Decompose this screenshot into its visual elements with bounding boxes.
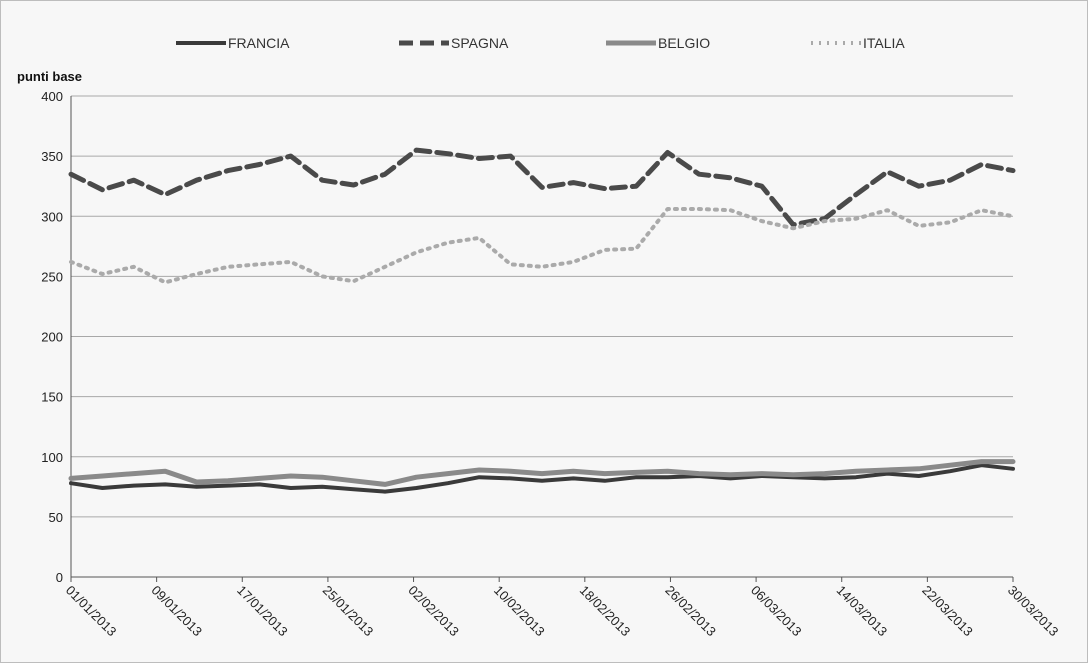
y-tick-label: 100 [41,450,63,465]
x-tick-label: 22/03/2013 [919,583,976,640]
legend-label-spagna: SPAGNA [451,35,509,51]
series-line-italia [69,207,1015,285]
series-line-spagna [68,147,1016,228]
x-tick-label: 10/02/2013 [491,583,548,640]
legend-label-italia: ITALIA [863,35,905,51]
legend-label-francia: FRANCIA [228,35,290,51]
y-axis-label: punti base [17,69,82,84]
x-tick-label: 06/03/2013 [748,583,805,640]
series-line-belgio [68,459,1016,487]
x-tick-label: 25/01/2013 [320,583,377,640]
grid-layer [71,95,1013,518]
x-tick-label: 09/01/2013 [149,583,206,640]
x-tick-label: 18/02/2013 [577,583,634,640]
series-layer [68,147,1016,494]
y-tick-label: 50 [49,510,63,525]
legend-label-belgio: BELGIO [658,35,710,51]
x-tick-label: 17/01/2013 [234,583,291,640]
y-tick-label: 0 [56,570,63,585]
x-tick-label: 02/02/2013 [405,583,462,640]
series-line-francia [69,463,1015,494]
legend: FRANCIA SPAGNA BELGIO ITALIA [176,35,905,51]
y-tick-label: 350 [41,149,63,164]
x-tick-label: 30/03/2013 [1005,583,1062,640]
y-tick-label: 300 [41,209,63,224]
x-tick-label: 01/01/2013 [63,583,120,640]
y-tick-label: 400 [41,89,63,104]
y-tick-label: 200 [41,330,63,345]
y-tick-label: 150 [41,390,63,405]
axis-layer: 0 50 100 150 200 250 300 350 400 01/01/2013 09/01/… [41,89,1061,639]
x-tick-label: 14/03/2013 [834,583,891,640]
y-tick-label: 250 [41,269,63,284]
x-tick-label: 26/02/2013 [662,583,719,640]
